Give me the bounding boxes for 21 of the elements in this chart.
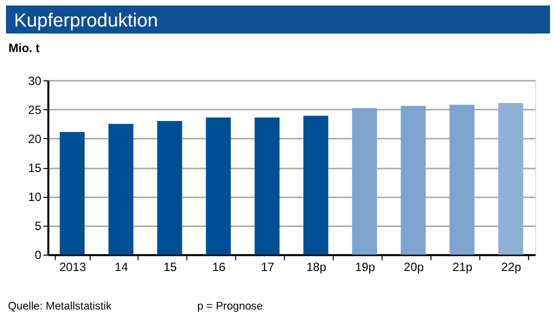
x-tick-label: 21p <box>452 260 473 274</box>
y-tick-label: 25 <box>28 102 42 117</box>
x-tick-label: 22p <box>501 260 522 274</box>
x-tick-label: 2013 <box>59 260 86 274</box>
x-tick-label: 18p <box>306 260 327 274</box>
x-tick-label: 17 <box>260 260 275 274</box>
x-tick-label: 20p <box>404 260 424 274</box>
x-tick-label: 16 <box>212 260 226 274</box>
text: p = Prognose <box>197 300 263 312</box>
x-tick-label: 15 <box>163 260 178 274</box>
y-tick-label: 5 <box>34 219 42 234</box>
y-tick-label: 10 <box>28 190 42 204</box>
chart-title: Kupferproduktion <box>14 10 158 32</box>
y-tick-label: 20 <box>28 132 42 146</box>
y-tick-label: 15 <box>28 160 42 175</box>
x-tick-label: 14 <box>114 260 128 274</box>
y-axis-title: Mio. t <box>8 40 40 55</box>
y-tick-label: 0 <box>34 248 42 262</box>
source-note: Quelle: Metallstatistik <box>8 300 112 312</box>
x-tick-label: 19p <box>355 260 376 274</box>
y-tick-label: 30 <box>28 74 42 88</box>
